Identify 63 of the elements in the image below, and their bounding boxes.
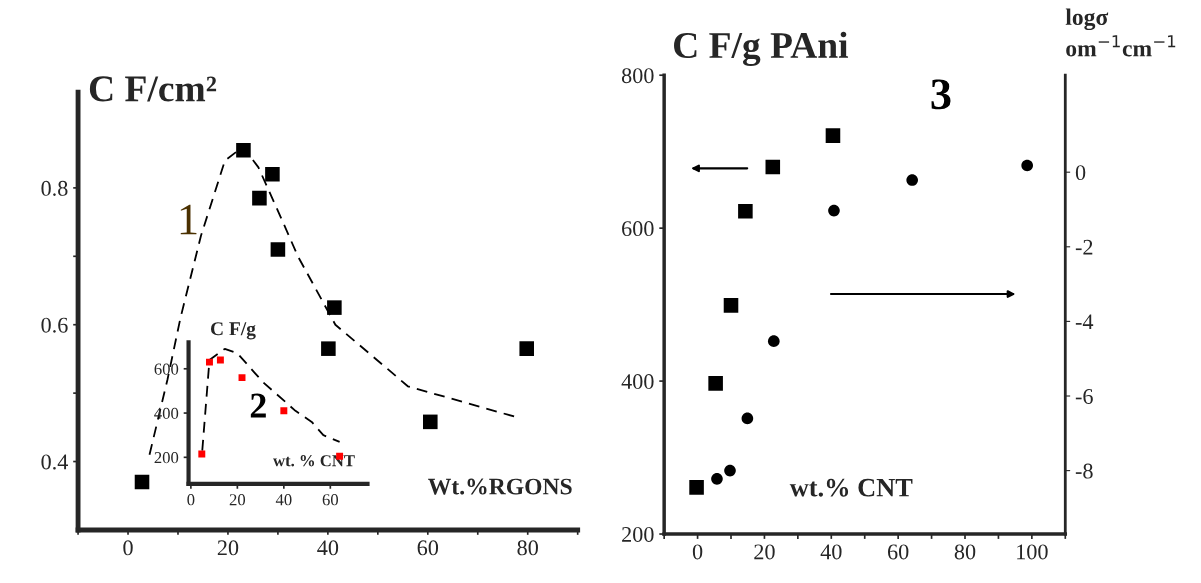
point — [765, 159, 781, 175]
point — [828, 204, 840, 217]
y-axis-title: C F/g — [210, 322, 256, 340]
x-tick-label: 40 — [317, 540, 339, 556]
point — [134, 474, 150, 490]
x-tick-label: 80 — [517, 540, 538, 556]
point — [423, 414, 438, 430]
x-axis-title: Wt.%RGONS — [428, 478, 572, 495]
x-tick-label: 0 — [123, 540, 133, 556]
point — [741, 412, 754, 425]
point — [906, 174, 918, 186]
x-tick-label: 20 — [217, 540, 239, 556]
y2-tick-label: -6 — [1075, 389, 1093, 404]
y2-axis-title: logσ om$^{−1}$cm$^{−1}$ — [1065, 8, 1176, 57]
x-tick-label: 60 — [887, 544, 909, 560]
y2-tick-label: -4 — [1075, 314, 1094, 330]
y-tick-label: 0.8 — [41, 180, 68, 196]
point — [711, 473, 723, 485]
point — [724, 464, 736, 477]
point — [216, 356, 224, 364]
y-axis-title: C F/g PAni — [674, 31, 849, 67]
x-tick-label: 40 — [275, 494, 292, 506]
point — [723, 298, 739, 313]
y-tick-label: 600 — [154, 363, 179, 375]
x-tick-label: 0 — [187, 494, 195, 506]
y2-tick-label: 0 — [1075, 165, 1086, 181]
point — [738, 204, 753, 219]
y2-tick-label: -8 — [1075, 463, 1093, 479]
point — [236, 142, 251, 158]
point — [206, 358, 213, 366]
y-tick-label: 200 — [154, 452, 179, 464]
point — [708, 376, 723, 391]
point — [1021, 159, 1033, 172]
point — [280, 407, 288, 415]
x-axis-title: wt.% CNT — [789, 478, 913, 497]
point — [321, 341, 336, 356]
point — [265, 166, 280, 182]
point — [689, 480, 704, 495]
x-tick-label: 100 — [1017, 544, 1048, 560]
point — [767, 335, 780, 347]
y-tick-label: 0.6 — [41, 317, 68, 333]
annotation: 3 — [931, 79, 951, 110]
y-tick-label: 400 — [621, 374, 654, 390]
x-tick-label: 40 — [820, 544, 842, 560]
point — [252, 190, 267, 206]
x-tick-label: 60 — [322, 494, 339, 506]
annotation: 1 — [180, 204, 197, 235]
x-tick-label: 80 — [954, 544, 976, 560]
y2-tick-label: -2 — [1075, 239, 1093, 255]
annotation: 2 — [250, 393, 266, 418]
y-tick-label: 0.4 — [41, 454, 68, 470]
x-tick-label: 20 — [754, 544, 775, 560]
point — [327, 300, 342, 315]
y-tick-label: 600 — [622, 221, 654, 237]
x-tick-label: 60 — [417, 540, 439, 556]
y-tick-label: 200 — [622, 526, 654, 542]
point — [825, 128, 841, 143]
point — [519, 341, 534, 356]
point — [270, 242, 286, 257]
y-tick-label: 800 — [621, 68, 654, 84]
y-axis-title: C F/cm² — [89, 76, 217, 102]
x-tick-label: 0 — [692, 544, 703, 560]
x-tick-label: 20 — [229, 494, 246, 506]
